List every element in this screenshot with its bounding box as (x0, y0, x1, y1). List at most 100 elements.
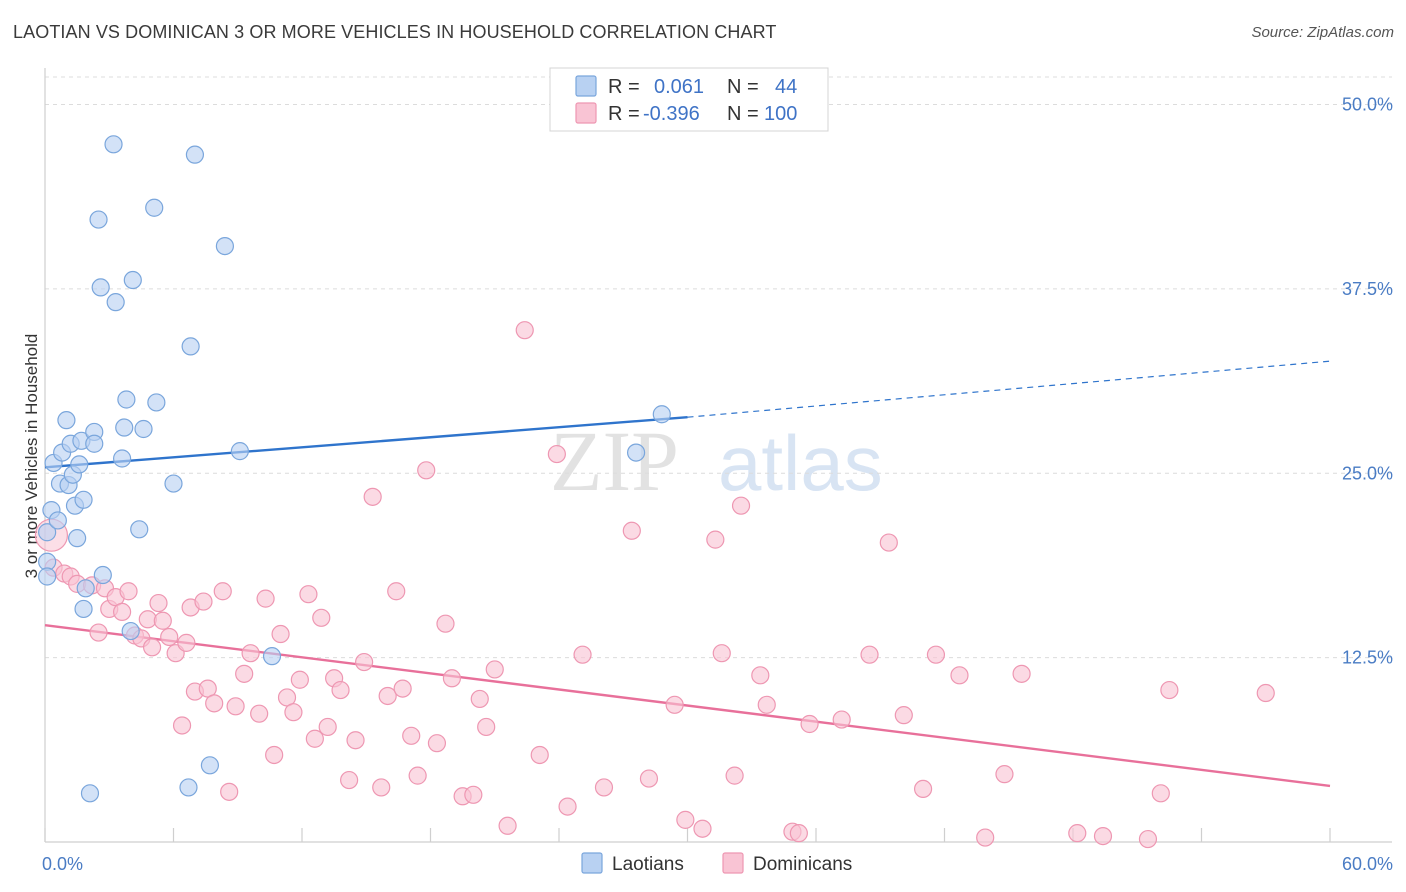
dominican-point-32 (250, 704, 269, 723)
dominican-point-81 (757, 695, 776, 714)
dominican-point-39 (299, 585, 318, 604)
dominican-point-49 (372, 778, 391, 797)
laotian-point-45 (652, 405, 671, 424)
dominican-point-90 (926, 645, 946, 664)
bottom-legend-swatch-dominicans (722, 852, 744, 874)
x-tick-label-1: 60.0% (1342, 854, 1393, 874)
laotian-point-30 (123, 270, 142, 290)
dominican-point-40 (305, 729, 324, 748)
laotian-point-17 (74, 599, 93, 619)
bottom-legend: Laotians Dominicans (581, 852, 852, 875)
dominican-points (34, 321, 1275, 849)
y-tick-label-0: 12.5% (1342, 648, 1393, 668)
laotian-point-36 (179, 778, 198, 797)
laotian-point-44 (626, 443, 646, 462)
legend-swatch-laotian (575, 75, 597, 97)
dominican-point-24 (194, 592, 213, 611)
dominican-point-92 (976, 828, 995, 847)
dominican-point-61 (470, 689, 489, 709)
laotian-point-28 (117, 390, 136, 409)
laotian-point-37 (181, 337, 200, 356)
dominican-point-87 (879, 533, 898, 552)
dominican-point-75 (693, 819, 712, 838)
dominican-point-52 (393, 679, 412, 698)
dominican-point-62 (477, 717, 496, 737)
laotian-point-16 (74, 490, 93, 509)
dominican-point-93 (995, 765, 1014, 784)
dominican-point-85 (832, 710, 851, 729)
trend-line-laotians (44, 416, 688, 469)
dominican-point-17 (153, 611, 172, 630)
dominican-point-45 (340, 770, 359, 790)
y-tick-label-1: 25.0% (1342, 463, 1393, 483)
dominican-point-69 (573, 645, 592, 664)
dominican-point-33 (256, 589, 275, 608)
dominican-point-67 (547, 444, 566, 464)
laotian-point-38 (185, 145, 205, 164)
dominican-point-91 (950, 666, 969, 685)
dominican-point-42 (318, 717, 337, 737)
laotian-point-42 (262, 647, 282, 666)
laotian-point-41 (230, 442, 249, 461)
laotian-point-32 (134, 419, 153, 439)
dominican-point-95 (1068, 824, 1087, 843)
dominican-point-30 (235, 664, 254, 683)
legend-n-label-dominican: N = (727, 103, 759, 125)
dominican-point-86 (860, 645, 879, 664)
dominican-point-97 (1138, 829, 1158, 849)
source-credit: Source: ZipAtlas.com (1251, 24, 1394, 41)
stats-legend: R = 0.061 N = 44 R = -0.396 N = 100 (549, 67, 829, 132)
dominican-point-65 (515, 321, 534, 340)
laotian-point-20 (85, 434, 104, 453)
dominican-point-21 (177, 633, 196, 652)
dominican-point-74 (676, 810, 695, 829)
y-axis-label: 3 or more Vehicles in Household (22, 334, 41, 579)
dominican-point-70 (594, 778, 614, 797)
laotian-point-27 (115, 418, 134, 437)
dominican-point-37 (284, 703, 303, 722)
dominican-point-99 (1160, 680, 1179, 700)
dominican-point-10 (112, 602, 132, 622)
dominican-point-100 (1256, 683, 1275, 703)
laotian-point-14 (70, 455, 89, 474)
dominican-point-15 (142, 638, 162, 657)
dominican-point-16 (149, 593, 168, 613)
laotian-point-5 (48, 511, 67, 530)
dominican-point-34 (265, 745, 284, 765)
dominican-point-27 (213, 582, 232, 601)
dominican-point-38 (290, 670, 309, 689)
dominican-point-98 (1151, 784, 1170, 803)
dominican-point-66 (530, 745, 549, 765)
legend-swatch-dominican (575, 102, 597, 124)
laotian-point-33 (145, 198, 164, 217)
bottom-legend-label-laotians: Laotians (612, 854, 684, 875)
dominican-point-68 (558, 797, 577, 816)
dominican-point-72 (639, 769, 659, 788)
laotian-point-1 (38, 567, 57, 586)
laotian-point-8 (57, 411, 76, 430)
bottom-legend-label-dominicans: Dominicans (753, 854, 852, 875)
laotian-point-24 (104, 135, 123, 154)
dominican-point-83 (789, 824, 808, 843)
y-tick-labels: 12.5% 25.0% 37.5% 50.0% (1342, 95, 1393, 668)
x-tick-label-0: 0.0% (42, 854, 83, 874)
dominican-point-58 (442, 669, 462, 688)
watermark-zip: ZIP (550, 413, 679, 509)
laotian-point-39 (200, 756, 220, 775)
dominican-point-46 (346, 731, 365, 750)
dominican-point-53 (402, 726, 421, 745)
laotian-point-18 (76, 579, 95, 598)
dominican-point-71 (622, 521, 641, 540)
laotian-point-43 (80, 784, 100, 803)
laotian-point-34 (147, 393, 166, 412)
dominican-point-88 (894, 706, 913, 725)
dominican-point-20 (172, 716, 192, 735)
laotian-point-31 (130, 520, 149, 539)
dominican-point-79 (731, 496, 751, 515)
dominican-point-11 (119, 582, 138, 601)
dominican-point-56 (427, 734, 447, 753)
laotian-point-40 (215, 237, 234, 256)
dominican-point-14 (138, 610, 157, 629)
dominican-point-55 (417, 461, 436, 480)
laotian-point-26 (112, 449, 132, 468)
